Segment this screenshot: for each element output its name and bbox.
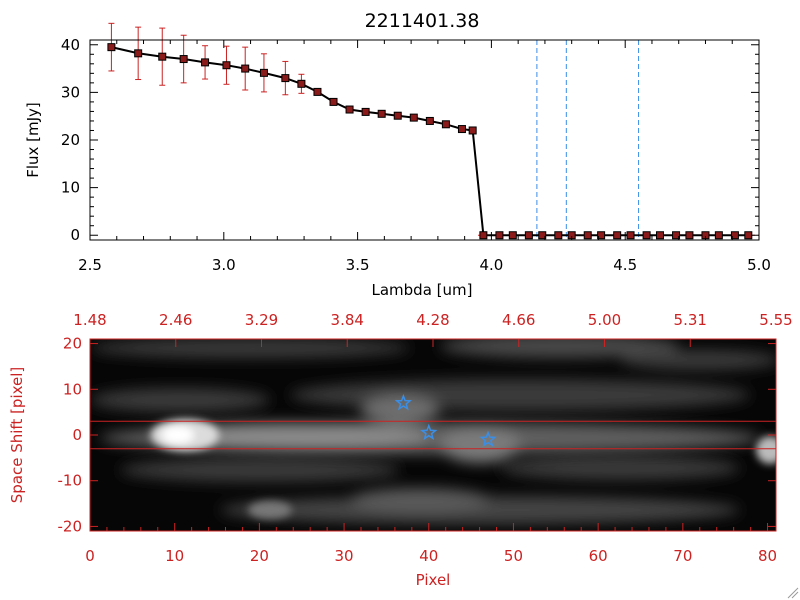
data-point-20 (468, 126, 477, 135)
y-tick-label-1: 10 (61, 179, 80, 197)
star-icon-2 (479, 430, 497, 447)
data-point-18 (441, 120, 450, 129)
img-y-tick-label-3: 10 (63, 380, 82, 398)
img-x-tick-label-2: 20 (250, 547, 269, 565)
image-x-axis: 0 10 20 30 40 50 60 70 80 (85, 523, 777, 565)
resize-grip-icon[interactable] (787, 587, 799, 599)
data-point-22 (495, 231, 504, 240)
img-x-tick-label-0: 0 (85, 547, 95, 565)
img-top-tick-label-3: 3.84 (331, 311, 364, 329)
data-point-15 (393, 111, 402, 120)
data-point-5 (222, 61, 231, 70)
data-point-7 (259, 68, 268, 77)
spectrum-x-axis: 2.5 3.0 3.5 4.0 4.5 5.0 (78, 40, 771, 274)
data-point-21 (479, 231, 488, 240)
img-x-tick-label-1: 10 (165, 547, 184, 565)
img-top-tick-label-5: 4.66 (502, 311, 535, 329)
data-point-4 (201, 58, 210, 67)
img-x-tick-label-4: 40 (419, 547, 438, 565)
data-point-31 (626, 231, 635, 240)
x-tick-label-5: 5.0 (747, 256, 771, 274)
image-x-label: Pixel (416, 571, 451, 589)
data-point-12 (345, 105, 354, 114)
line-markers (394, 393, 497, 447)
spectrum-title: 2211401.38 (365, 10, 480, 32)
spectrum-y-label: Flux [mJy] (24, 102, 42, 178)
spectrum-vlines (536, 40, 640, 240)
data-point-10 (313, 87, 322, 96)
img-y-tick-label-0: -20 (58, 517, 83, 535)
data-point-33 (655, 231, 664, 240)
y-tick-label-3: 30 (61, 83, 80, 101)
spectrum-frame (89, 39, 760, 241)
data-point-3 (179, 55, 188, 64)
data-point-25 (538, 231, 547, 240)
spectrum-x-label: Lambda [um] (372, 281, 473, 299)
data-point-9 (297, 79, 306, 88)
aperture-lines (90, 420, 776, 450)
y-tick-label-2: 20 (61, 131, 80, 149)
data-point-13 (361, 107, 370, 116)
img-top-tick-label-8: 5.55 (759, 311, 792, 329)
data-point-19 (457, 125, 466, 134)
spectrum-y-axis: 0 10 20 30 40 (61, 36, 759, 244)
data-point-17 (425, 116, 434, 125)
x-tick-label-3: 4.0 (479, 256, 503, 274)
data-point-34 (672, 231, 681, 240)
data-point-6 (241, 64, 250, 73)
data-point-16 (409, 113, 418, 122)
data-point-24 (524, 231, 533, 240)
data-point-32 (642, 231, 651, 240)
star-icon-1 (420, 423, 438, 441)
data-point-8 (281, 74, 290, 83)
x-tick-label-2: 3.5 (346, 256, 370, 274)
image-top-axis: 1.48 2.46 3.29 3.84 4.28 4.66 5.00 5.31 5.55 (73, 311, 793, 347)
img-x-tick-label-3: 30 (335, 547, 354, 565)
y-tick-label-4: 40 (61, 36, 80, 54)
data-point-39 (744, 231, 753, 240)
spectrum-line (111, 46, 749, 237)
image-y-label: Space Shift [pixel] (8, 367, 26, 504)
data-point-30 (613, 231, 622, 240)
data-point-1 (134, 49, 143, 58)
img-top-tick-label-4: 4.28 (416, 311, 449, 329)
y-tick-label-0: 0 (70, 226, 80, 244)
data-point-23 (508, 231, 517, 240)
x-tick-label-0: 2.5 (78, 256, 102, 274)
x-tick-label-1: 3.0 (212, 256, 236, 274)
spectrum-2d-image (90, 339, 776, 531)
data-point-35 (685, 231, 694, 240)
img-top-tick-label-1: 2.46 (159, 311, 192, 329)
data-point-26 (554, 231, 563, 240)
spectrum-markers (107, 43, 753, 240)
img-x-tick-label-5: 50 (504, 547, 523, 565)
img-y-tick-label-2: 0 (72, 426, 82, 444)
data-point-2 (158, 52, 167, 61)
data-point-11 (329, 97, 338, 106)
data-point-37 (714, 231, 723, 240)
data-point-14 (377, 109, 386, 118)
img-x-tick-label-8: 80 (758, 547, 777, 565)
img-top-tick-label-6: 5.00 (588, 311, 621, 329)
data-point-28 (583, 231, 592, 240)
img-x-tick-label-6: 60 (589, 547, 608, 565)
x-tick-label-4: 4.5 (613, 256, 637, 274)
img-y-tick-label-1: -10 (58, 472, 83, 490)
img-top-tick-label-0: 1.48 (73, 311, 106, 329)
img-y-tick-label-4: 20 (63, 335, 82, 353)
img-top-tick-label-7: 5.31 (674, 311, 707, 329)
data-point-38 (730, 231, 739, 240)
image-y-axis: -20 -10 0 10 20 (58, 335, 776, 535)
data-point-29 (597, 231, 606, 240)
img-x-tick-label-7: 70 (673, 547, 692, 565)
data-point-0 (107, 43, 116, 52)
img-top-tick-label-2: 3.29 (245, 311, 278, 329)
star-icon-0 (394, 393, 413, 411)
